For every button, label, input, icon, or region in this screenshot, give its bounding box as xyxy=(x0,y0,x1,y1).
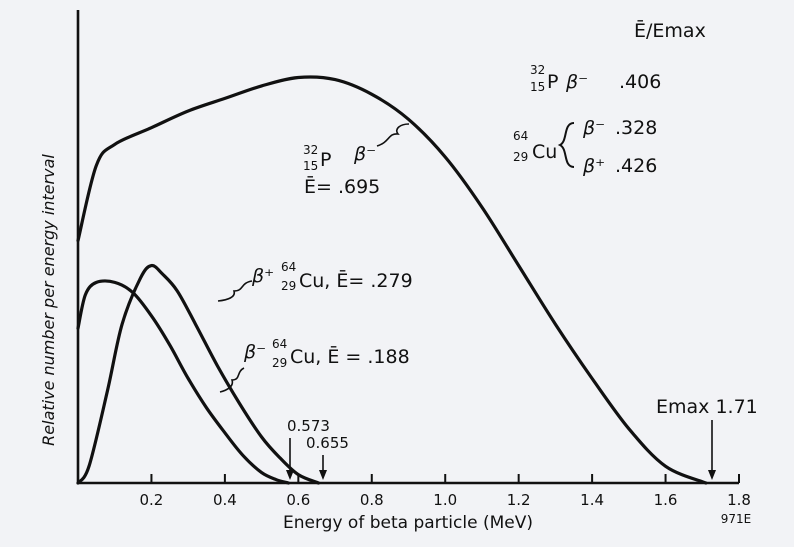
x-tick-label: 1.2 xyxy=(507,491,531,509)
figure-id: 971E xyxy=(721,512,752,526)
x-tick-label: 1.6 xyxy=(654,491,678,509)
legend-header: Ē/Emax xyxy=(634,18,706,42)
x-tick-label: 0.4 xyxy=(213,491,237,509)
p32-label-pointer xyxy=(376,123,410,147)
cu64-minus-curve-label: β⁻ 64 29 Cu, Ē = .188 xyxy=(219,337,410,393)
cu64-plus-label-mass: 64 xyxy=(281,260,296,274)
cu64-plus-particle: β⁺ xyxy=(582,155,605,177)
cu64-plus-label-text: Cu, Ē= .279 xyxy=(299,268,413,292)
p32-mass-number: 32 xyxy=(530,63,545,77)
x-tick-label: 0.8 xyxy=(360,491,384,509)
x-axis-label: Energy of beta particle (MeV) xyxy=(283,513,533,533)
endpoint-0655-arrowhead xyxy=(319,470,327,480)
cu64-minus-label-atomic: 29 xyxy=(272,356,287,370)
p32-label-mass: 32 xyxy=(303,143,318,157)
cu64-beta-plus-curve xyxy=(76,263,321,485)
cu64-minus-particle: β⁻ xyxy=(582,117,605,139)
x-tick-label: 0.2 xyxy=(140,491,164,509)
x-axis-ticks: 0.2 0.4 0.6 0.8 1.0 1.2 1.4 1.6 1.8 xyxy=(140,474,751,509)
endpoint-0573-arrowhead xyxy=(286,470,294,480)
cu64-beta-minus-curve xyxy=(76,279,290,485)
cu64-plus-curve-label: β⁺ 64 29 Cu, Ē= .279 xyxy=(217,260,413,302)
curves xyxy=(76,75,708,485)
p32-label-particle: β⁻ xyxy=(353,143,376,165)
cu64-plus-label-particle: β⁺ xyxy=(251,265,274,287)
p32-ratio-value: .406 xyxy=(619,71,661,93)
y-axis-label: Relative number per energy interval xyxy=(39,154,58,446)
cu64-symbol: Cu xyxy=(532,141,557,163)
cu64-minus-ratio-value: .328 xyxy=(615,117,657,139)
p32-beta-minus-curve xyxy=(76,75,708,485)
emax-arrowhead xyxy=(708,470,716,480)
endpoint-markers: 0.573 0.655 Emax 1.71 xyxy=(286,396,758,480)
cu64-plus-ratio-value: .426 xyxy=(615,155,657,177)
endpoint-0573-label: 0.573 xyxy=(287,417,330,435)
p32-label-mean: Ē= .695 xyxy=(304,174,380,198)
cu64-minus-label-text: Cu, Ē = .188 xyxy=(290,344,410,368)
x-tick-label: 0.6 xyxy=(286,491,310,509)
p32-label-symbol: P xyxy=(320,149,331,171)
x-tick-label: 1.8 xyxy=(727,491,751,509)
p32-particle: β⁻ xyxy=(565,71,588,93)
cu64-mass-number: 64 xyxy=(513,129,528,143)
cu64-plus-label-pointer xyxy=(217,280,253,302)
cu64-minus-label-particle: β⁻ xyxy=(243,341,266,363)
cu64-atomic-number: 29 xyxy=(513,150,528,164)
x-tick-label: 1.0 xyxy=(433,491,457,509)
p32-curve-label: 32 15 P β⁻ Ē= .695 xyxy=(303,123,410,198)
curly-brace xyxy=(557,122,575,168)
endpoint-0655-label: 0.655 xyxy=(306,434,349,452)
cu64-plus-label-atomic: 29 xyxy=(281,279,296,293)
cu64-minus-label-mass: 64 xyxy=(272,337,287,351)
p32-atomic-number: 15 xyxy=(530,80,545,94)
mean-energy-table: Ē/Emax 32 15 P β⁻ .406 64 29 Cu β⁻ .328 … xyxy=(513,18,706,177)
p32-symbol: P xyxy=(547,71,558,93)
cu64-minus-label-pointer xyxy=(219,367,245,393)
emax-label: Emax 1.71 xyxy=(656,396,758,418)
x-tick-label: 1.4 xyxy=(580,491,604,509)
p32-label-atomic: 15 xyxy=(303,159,318,173)
